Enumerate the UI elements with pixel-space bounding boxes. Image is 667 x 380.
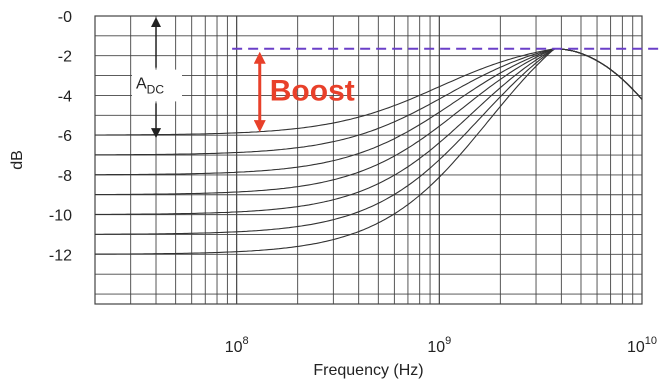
y-tick-label: -10 — [49, 208, 72, 225]
y-tick-label: -0 — [58, 9, 72, 26]
horizontal-gridlines — [95, 35, 642, 295]
x-tick-exp: 8 — [242, 335, 248, 347]
series-line-2 — [95, 48, 643, 176]
boost-annotation: Boost — [270, 74, 355, 107]
adc-annotation: ADC — [136, 76, 164, 97]
plot-frame — [94, 15, 643, 305]
x-tick-exp: 9 — [445, 335, 451, 347]
x-tick-label: 109 — [427, 335, 451, 356]
series-line-1 — [95, 48, 643, 156]
x-tick-base: 10 — [225, 339, 243, 356]
x-tick-base: 10 — [627, 339, 645, 356]
series-line-6 — [95, 48, 643, 255]
y-tick-labels: -0 -2 -4 -6 -8 -10 -12 — [49, 9, 72, 264]
y-tick-label: -4 — [58, 88, 72, 105]
y-tick-label: -12 — [49, 247, 72, 264]
x-tick-labels: 108 109 1010 — [225, 335, 657, 356]
adc-main: A — [136, 76, 147, 93]
x-axis-label: Frequency (Hz) — [313, 362, 423, 379]
series-layer — [95, 48, 643, 255]
adc-sub: DC — [147, 83, 165, 97]
y-tick-label: -8 — [58, 168, 72, 185]
vertical-gridlines — [130, 16, 634, 304]
adc-label-background — [132, 69, 183, 102]
x-tick-label: 108 — [225, 335, 249, 356]
x-tick-exp: 10 — [645, 335, 657, 347]
y-tick-label: -6 — [58, 128, 72, 145]
x-tick-label: 1010 — [627, 335, 657, 356]
y-tick-label: -2 — [58, 49, 72, 66]
y-axis-label: dB — [9, 150, 26, 170]
x-tick-base: 10 — [427, 339, 445, 356]
